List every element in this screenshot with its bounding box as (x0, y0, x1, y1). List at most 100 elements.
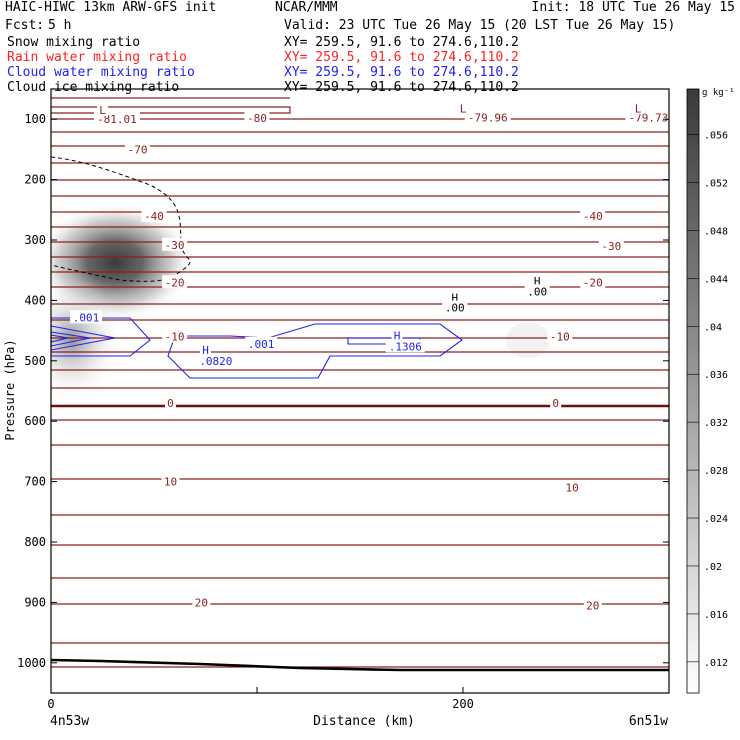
cloud-water-label-bg (391, 328, 403, 342)
isotherm-label-bg (244, 110, 270, 124)
cloud-water-label: .001 (73, 311, 100, 324)
colorbar-tick-label: .044 (704, 274, 728, 285)
isotherm-label-bg (550, 396, 562, 410)
x-tick-label: 200 (452, 697, 474, 711)
high-marker-label-bg (524, 284, 550, 298)
colorbar-tick-label: .056 (704, 131, 728, 142)
y-tick-label: 800 (24, 535, 46, 549)
cloud-water-label: .1306 (389, 340, 422, 353)
low-marker-label-bg (457, 101, 469, 115)
colorbar-gradient (686, 88, 700, 694)
isotherm-label-bg (580, 208, 606, 222)
low-marker-label: L (99, 104, 106, 117)
high-marker-label: .00 (527, 285, 547, 298)
high-marker-label-bg (449, 290, 461, 304)
rain-field-label: Rain water mixing ratio (7, 50, 188, 65)
forecast-hours: 5 h (48, 18, 72, 33)
ground-surface-line (51, 658, 669, 672)
colorbar-tick-label: .032 (704, 418, 728, 429)
high-marker-label-bg (442, 300, 468, 314)
y-tick-label: 900 (24, 595, 46, 609)
x-axis-ticks: 0 200 (47, 687, 670, 711)
cloud-water-label: H (202, 344, 209, 357)
isotherm-label-bg (192, 595, 211, 609)
x-tick-label: 0 (47, 697, 54, 711)
forecast-label: Fcst: (5, 18, 45, 33)
snow-field-label: Snow mixing ratio (7, 35, 141, 50)
isotherm-label: -20 (583, 276, 603, 289)
cloud-ice-field-label: Cloud ice mixing ratio (7, 80, 180, 95)
cloud-water-label-bg (200, 342, 211, 356)
cloud-water-label-bg (196, 353, 236, 367)
cloud-water-label: .001 (248, 338, 275, 351)
isotherm-label: -40 (144, 210, 164, 223)
y-tick-label: 100 (24, 112, 46, 126)
colorbar: g kg⁻¹ .012 .016 .02 .024 .028 .032 .036 .04 .04… (686, 88, 735, 694)
isotherm-label-bg (162, 275, 188, 289)
isotherm-line (51, 106, 291, 114)
isotherm-label: -40 (583, 210, 603, 223)
snow-field-xy: XY= 259.5, 91.6 to 274.6,110.2 (284, 35, 519, 50)
valid-time: Valid: 23 UTC Tue 26 May 15 (20 LST Tue … (284, 18, 676, 33)
plot-area (51, 97, 669, 672)
isotherm-label-bg (563, 480, 582, 494)
colorbar-tick-label: .052 (704, 178, 728, 189)
y-tick-label: 600 (24, 414, 46, 428)
isotherm-label: -70 (128, 143, 148, 156)
isotherm-label: -10 (165, 331, 185, 344)
colorbar-tick-label: .04 (704, 322, 722, 333)
isotherm-label: -81.01 (97, 113, 137, 126)
plot-frame (50, 88, 670, 694)
x-endpoint-right: 6n51w (629, 714, 668, 729)
colorbar-tick-label: .036 (704, 370, 728, 381)
isotherm-label: -30 (601, 240, 621, 253)
isotherm-label: -79.73 (629, 111, 669, 124)
isotherm-label: 0 (552, 397, 559, 410)
chart-title: HAIC-HIWC 13km ARW-GFS init (5, 0, 217, 15)
isotherm-label: 20 (586, 599, 599, 612)
low-marker-label: L (460, 102, 467, 115)
colorbar-tick-label: .024 (704, 514, 728, 525)
cloud-water-label: H (394, 329, 401, 342)
chart-source: NCAR/MMM (275, 0, 338, 15)
rain-field-xy: XY= 259.5, 91.6 to 274.6,110.2 (284, 50, 519, 65)
high-marker-label-bg (531, 274, 543, 288)
y-axis-label: Pressure (hPa) (3, 339, 17, 440)
cloud-water-label-bg (245, 336, 278, 350)
y-tick-label: 300 (24, 233, 46, 247)
isotherm-label-bg (580, 275, 606, 289)
colorbar-tick-label: .028 (704, 466, 728, 477)
cloud-water-label: .0820 (199, 355, 232, 368)
isotherm-label: -20 (165, 276, 185, 289)
colorbar-tick-label: .016 (704, 610, 728, 621)
low-marker-label-bg (632, 101, 644, 115)
isotherm-label: 10 (164, 476, 177, 489)
y-tick-label: 1000 (17, 656, 46, 670)
isotherm-label-bg (125, 142, 151, 156)
isotherm-label-bg (547, 329, 573, 343)
isotherm-label-bg (141, 208, 167, 222)
cloud-ice-field-xy: XY= 259.5, 91.6 to 274.6,110.2 (284, 80, 519, 95)
cloud-water-field-xy: XY= 259.5, 91.6 to 274.6,110.2 (284, 65, 519, 80)
isotherm-label-bg (464, 110, 511, 124)
high-labels: H.00H.00 (442, 274, 550, 315)
colorbar-tick-label: .02 (704, 562, 722, 573)
cloud-water-label-bg (385, 339, 425, 353)
y-tick-label: 400 (24, 293, 46, 307)
init-time: Init: 18 UTC Tue 26 May 15 (531, 0, 736, 15)
snow-mixing-ratio-shading-faint (506, 322, 550, 358)
y-tick-label: 700 (24, 475, 46, 489)
isotherm-label-bg (162, 329, 188, 343)
isotherm-label-bg (598, 239, 624, 253)
cloud-water-contour (51, 317, 151, 357)
colorbar-tick-label: .012 (704, 658, 728, 669)
isotherm-label: -30 (165, 239, 185, 252)
snow-mixing-ratio-shading-lower (51, 278, 122, 402)
colorbar-ticks: .012 .016 .02 .024 .028 .032 .036 .04 .044 .048 .0… (687, 131, 728, 669)
cloud-water-field-label: Cloud water mixing ratio (7, 65, 195, 80)
isotherm-label-bg (164, 396, 176, 410)
